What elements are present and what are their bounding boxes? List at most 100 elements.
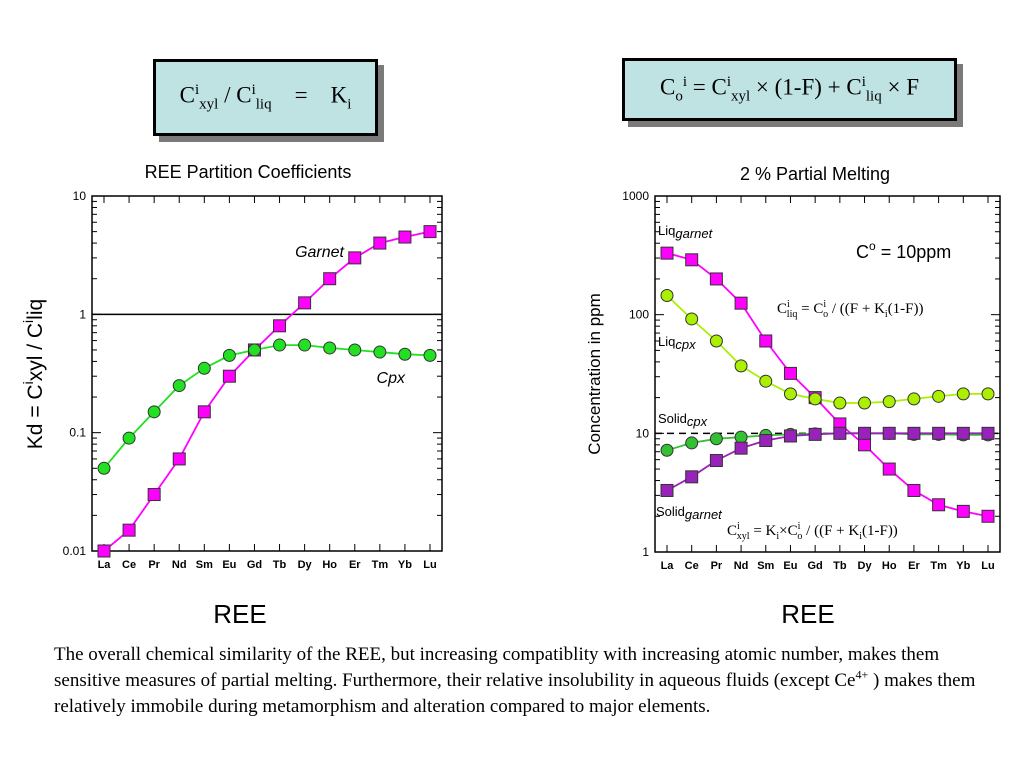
liquid-equation: Ci liq = Ci o / ((F + Ki(1-F))	[777, 299, 924, 320]
data-point-cpx	[122, 431, 136, 445]
data-point-solidcpx	[660, 443, 674, 457]
x-tick-label: Gd	[247, 559, 262, 571]
x-tick-label: Er	[908, 560, 920, 572]
y-tick-label: 0.1	[69, 426, 86, 440]
chart-title: 2 % Partial Melting	[740, 164, 890, 184]
x-tick-label: La	[661, 560, 675, 572]
data-point-liqgarnet	[734, 296, 748, 310]
data-point-garnet	[273, 319, 287, 333]
data-point-liqcpx	[858, 396, 872, 410]
x-tick-label: La	[98, 559, 112, 571]
caption-paragraph: The overall chemical similarity of the R…	[54, 644, 976, 717]
data-point-cpx	[323, 341, 337, 355]
mass-balance-formula: Coi = Cixyl × (1-F) + Ciliq × F	[659, 73, 919, 105]
liq-cpx-label: Liqcpx	[658, 334, 696, 352]
data-point-garnet	[197, 405, 211, 419]
data-point-liqcpx	[759, 374, 773, 388]
data-point-liqcpx	[956, 387, 970, 401]
data-point-solidgarnet	[660, 483, 674, 497]
x-axis-label: REE	[781, 599, 834, 629]
partial-melting-chart: 2 % Partial Melting 1000 100 10 1 La Ce Pr Nd Sm…	[585, 164, 1001, 629]
x-tick-label: Ho	[882, 560, 897, 572]
cpx-label: Cpx	[377, 370, 406, 387]
data-point-garnet	[423, 225, 437, 239]
data-point-liqcpx	[783, 387, 797, 401]
data-point-liqgarnet	[783, 366, 797, 380]
x-tick-label: Nd	[734, 560, 749, 572]
series-line-garnet	[103, 230, 431, 552]
data-point-cpx	[423, 348, 437, 362]
data-point-liqcpx	[882, 395, 896, 409]
x-tick-label: Eu	[783, 560, 797, 572]
x-tick-label: Tm	[930, 560, 947, 572]
x-tick-label: Sm	[757, 560, 774, 572]
liq-garnet-label: Liqgarnet	[658, 223, 714, 241]
data-point-liqcpx	[981, 387, 995, 401]
x-tick-label: Tm	[372, 559, 389, 571]
y-axis-label: Concentration in ppm	[585, 293, 604, 455]
data-point-garnet	[172, 452, 186, 466]
y-axis-label: Kd = Cixyl / Ciliq	[20, 299, 47, 449]
solid-garnet-label: Solidgarnet	[656, 504, 723, 522]
x-tick-label: Gd	[808, 560, 823, 572]
data-point-solidgarnet	[734, 441, 748, 455]
data-point-garnet	[373, 236, 387, 250]
data-point-solidgarnet	[932, 426, 946, 440]
y-tick-label: 1	[642, 545, 649, 559]
x-tick-label: Yb	[398, 559, 412, 571]
data-point-solidgarnet	[833, 426, 847, 440]
partition-coefficient-chart: REE Partition Coefficients 10 1 0.1 0.01 La C…	[20, 162, 443, 629]
data-point-liqcpx	[833, 396, 847, 410]
data-point-garnet	[323, 272, 337, 286]
solid-equation: Ci xyl = Ki×Ci o / ((F + Ki(1-F))	[727, 521, 898, 542]
x-tick-label: Tb	[273, 559, 287, 571]
data-point-cpx	[172, 379, 186, 393]
data-point-liqgarnet	[981, 509, 995, 523]
data-point-liqcpx	[660, 289, 674, 303]
data-point-liqgarnet	[759, 334, 773, 348]
data-point-solidgarnet	[685, 470, 699, 484]
data-point-solidgarnet	[956, 426, 970, 440]
data-point-solidgarnet	[759, 434, 773, 448]
data-point-garnet	[398, 230, 412, 244]
data-point-liqgarnet	[685, 253, 699, 267]
data-point-liqcpx	[932, 389, 946, 403]
data-point-cpx	[97, 461, 111, 475]
y-tick-label: 0.01	[63, 544, 87, 558]
data-point-cpx	[298, 338, 312, 352]
x-tick-label: Dy	[858, 560, 873, 572]
data-point-solidgarnet	[808, 427, 822, 441]
initial-concentration-label: Co = 10ppm	[856, 239, 951, 262]
x-tick-label: Pr	[711, 560, 723, 572]
data-point-liqgarnet	[858, 438, 872, 452]
data-point-liqgarnet	[956, 504, 970, 518]
series-line-liqgarnet	[666, 252, 989, 518]
y-tick-label: 10	[636, 426, 650, 440]
data-point-liqcpx	[907, 392, 921, 406]
x-tick-label: Lu	[981, 560, 994, 572]
x-tick-label: Lu	[423, 559, 436, 571]
data-point-garnet	[222, 369, 236, 383]
x-tick-label: Pr	[148, 559, 160, 571]
data-point-solidgarnet	[783, 429, 797, 443]
y-tick-label: 100	[629, 308, 649, 322]
plot-frame	[91, 195, 443, 552]
y-tick-label: 10	[73, 189, 87, 203]
data-point-cpx	[373, 345, 387, 359]
data-point-liqgarnet	[907, 483, 921, 497]
data-point-solidcpx	[685, 436, 699, 450]
chart-title: REE Partition Coefficients	[145, 162, 352, 182]
data-point-liqcpx	[734, 359, 748, 373]
data-point-liqcpx	[709, 334, 723, 348]
data-point-cpx	[147, 405, 161, 419]
x-tick-label: Ho	[322, 559, 337, 571]
data-point-liqcpx	[685, 312, 699, 326]
data-point-cpx	[273, 338, 287, 352]
solid-cpx-label: Solidcpx	[658, 411, 708, 429]
data-point-cpx	[197, 361, 211, 375]
x-tick-label: Yb	[956, 560, 970, 572]
x-tick-label: Ce	[122, 559, 136, 571]
data-point-liqgarnet	[660, 246, 674, 260]
mass-balance-formula-box: Coi = Cixyl × (1-F) + Ciliq × F	[622, 58, 957, 121]
data-point-garnet	[348, 251, 362, 265]
